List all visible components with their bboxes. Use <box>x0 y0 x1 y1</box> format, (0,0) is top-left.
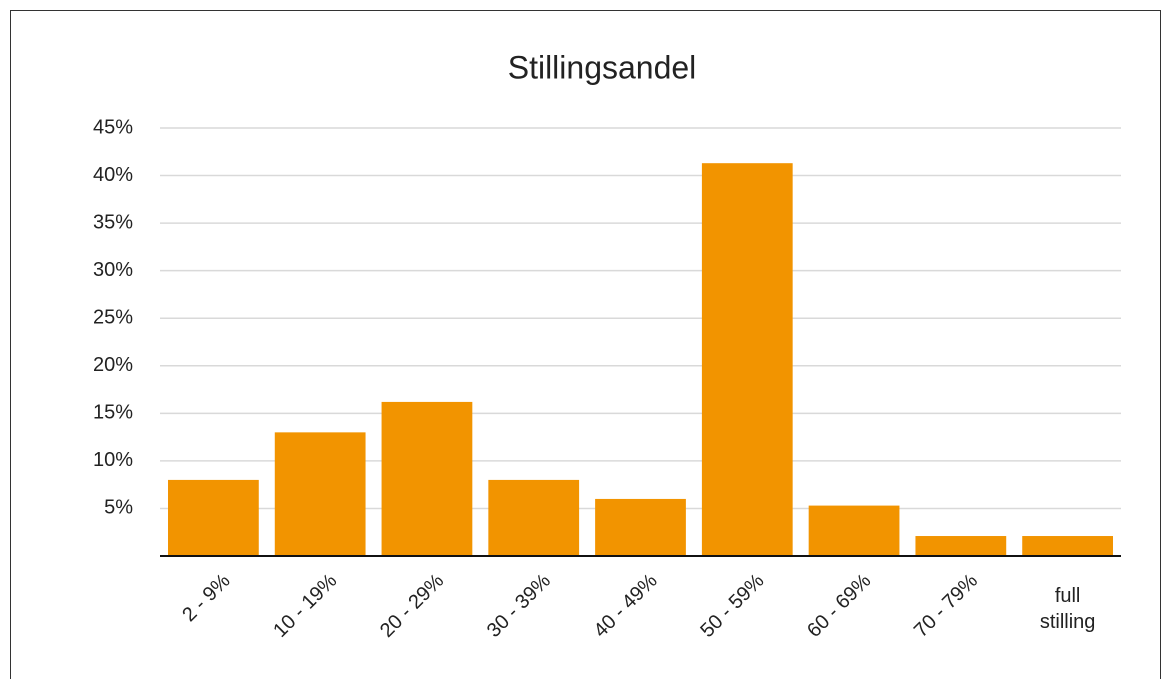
x-tick-label: 70 - 79% <box>910 570 982 642</box>
x-tick-label: 50 - 59% <box>696 570 768 642</box>
bar <box>808 505 900 556</box>
x-tick-label: 2 - 9% <box>178 570 235 627</box>
chart-title: Stillingsandel <box>508 49 697 85</box>
y-tick-label: 15% <box>93 402 133 424</box>
y-tick-label: 10% <box>93 449 133 471</box>
bar <box>381 401 473 556</box>
y-tick-label: 5% <box>104 497 133 519</box>
x-tick-label: 40 - 49% <box>590 570 662 642</box>
x-tick-label: 60 - 69% <box>803 570 875 642</box>
bar <box>488 479 580 556</box>
bar <box>701 163 793 557</box>
bar <box>595 498 686 556</box>
y-tick-label: 20% <box>93 354 133 376</box>
bar <box>274 432 366 556</box>
bar <box>915 536 1007 556</box>
bar <box>168 479 259 556</box>
y-tick-label: 45% <box>93 116 133 138</box>
y-tick-label: 25% <box>93 307 133 329</box>
y-tick-label: 30% <box>93 259 133 281</box>
x-tick-label: 30 - 39% <box>483 570 555 642</box>
x-tick-label: full stilling <box>1039 585 1096 633</box>
frame <box>10 10 1161 679</box>
bar <box>1022 536 1113 556</box>
x-tick-label: 20 - 29% <box>376 570 448 642</box>
x-tick-label: 10 - 19% <box>269 570 341 642</box>
y-tick-label: 35% <box>93 211 133 233</box>
y-tick-label: 40% <box>93 164 133 186</box>
